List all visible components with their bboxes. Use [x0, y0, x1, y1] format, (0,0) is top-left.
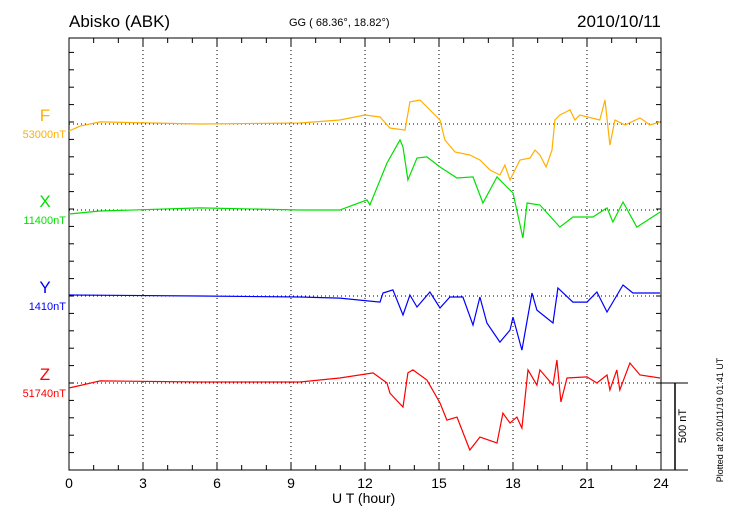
baseline-value-y: 1410nT — [28, 301, 66, 313]
date-title: 2010/10/11 — [577, 12, 661, 31]
baseline-value-z: 51740nT — [22, 388, 66, 400]
x-tick-label: 18 — [505, 475, 521, 491]
x-tick-label: 6 — [213, 475, 221, 491]
x-tick-label: 3 — [139, 475, 147, 491]
component-label-f: F — [39, 106, 51, 125]
series-line-x — [68, 138, 661, 239]
series-line-y — [68, 284, 660, 351]
component-label-y: Y — [39, 278, 51, 297]
x-tick-label: 15 — [431, 475, 447, 491]
series-line-z — [68, 359, 661, 452]
baseline-value-f: 53000nT — [22, 129, 66, 141]
baseline-value-x: 11400nT — [23, 215, 66, 227]
component-label-z: Z — [39, 365, 51, 384]
station-coordinates: GG ( 68.36°, 18.82°) — [289, 17, 390, 29]
x-tick-label: 12 — [357, 475, 373, 491]
series-line-f — [68, 99, 661, 182]
component-label-x: X — [39, 192, 51, 211]
x-tick-label: 0 — [65, 475, 73, 491]
x-axis-label: U T (hour) — [332, 490, 396, 506]
x-tick-label: 24 — [653, 475, 669, 491]
x-tick-label: 9 — [287, 475, 295, 491]
x-tick-label: 21 — [579, 475, 595, 491]
station-title: Abisko (ABK) — [69, 12, 171, 31]
